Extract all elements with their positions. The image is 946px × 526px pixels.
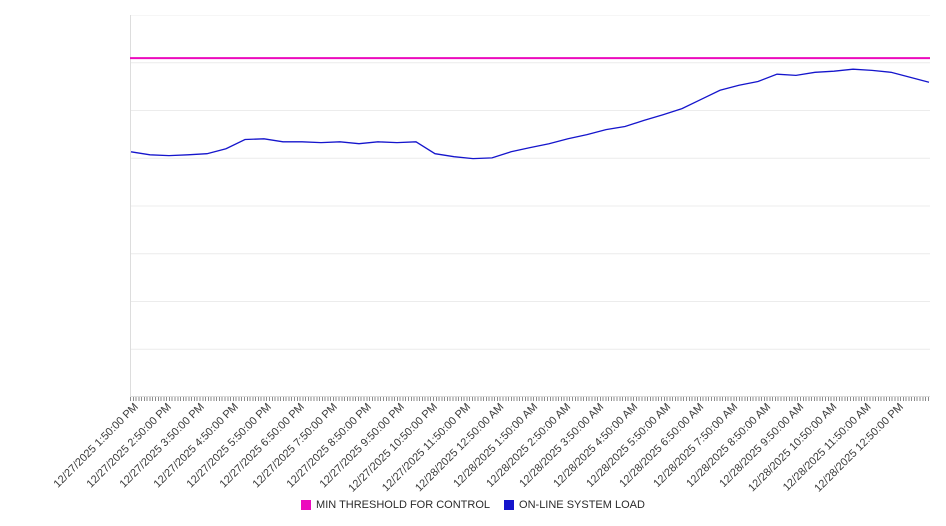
system-load-swatch-icon [504, 500, 515, 510]
plot-area [130, 15, 930, 397]
legend-item-min-threshold[interactable]: MIN THRESHOLD FOR CONTROL [301, 499, 490, 511]
system-load-line [130, 68, 930, 160]
legend-item-system-load[interactable]: ON-LINE SYSTEM LOAD [504, 499, 645, 511]
legend-label-system-load: ON-LINE SYSTEM LOAD [519, 499, 645, 511]
legend-label-threshold: MIN THRESHOLD FOR CONTROL [316, 499, 491, 511]
x-axis-ticks [130, 397, 930, 401]
legend: MIN THRESHOLD FOR CONTROL ON-LINE SYSTEM… [0, 499, 946, 511]
threshold-swatch-icon [301, 500, 312, 510]
